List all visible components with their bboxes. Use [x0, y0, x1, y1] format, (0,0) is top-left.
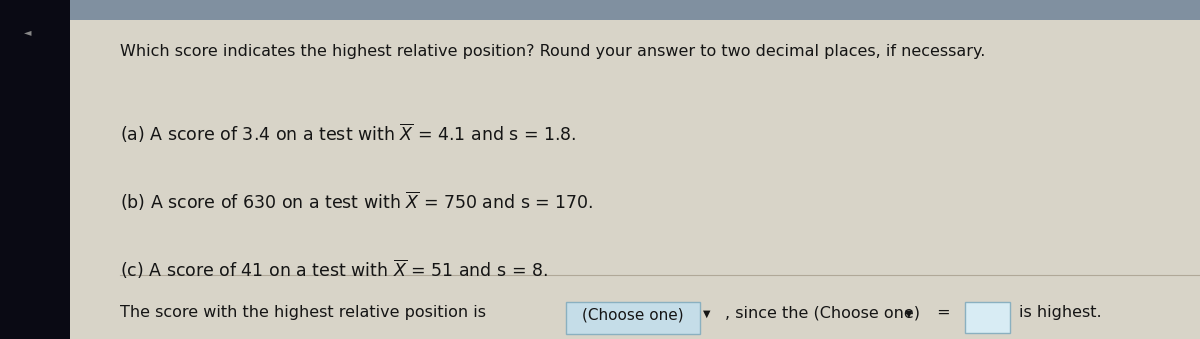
- FancyBboxPatch shape: [566, 302, 700, 334]
- Text: =: =: [932, 305, 956, 320]
- Text: (b) A score of 630 on a test with $\overline{X}$ = 750 and s = 170.: (b) A score of 630 on a test with $\over…: [120, 190, 594, 213]
- Text: , since the (Choose one): , since the (Choose one): [725, 305, 919, 320]
- Text: (a) A score of 3.4 on a test with $\overline{X}$ = 4.1 and s = 1.8.: (a) A score of 3.4 on a test with $\over…: [120, 122, 576, 145]
- Text: The score with the highest relative position is: The score with the highest relative posi…: [120, 305, 491, 320]
- Text: (Choose one): (Choose one): [582, 308, 684, 323]
- Text: (c) A score of 41 on a test with $\overline{X}$ = 51 and s = 8.: (c) A score of 41 on a test with $\overl…: [120, 258, 548, 281]
- Bar: [0, 0, 70, 339]
- Text: is highest.: is highest.: [1019, 305, 1102, 320]
- Text: ▼: ▼: [902, 308, 913, 318]
- FancyBboxPatch shape: [965, 302, 1010, 333]
- Text: Which score indicates the highest relative position? Round your answer to two de: Which score indicates the highest relati…: [120, 44, 985, 59]
- Text: ▼: ▼: [703, 308, 710, 318]
- Bar: [70, 0, 1200, 20]
- Text: ◄: ◄: [24, 27, 31, 37]
